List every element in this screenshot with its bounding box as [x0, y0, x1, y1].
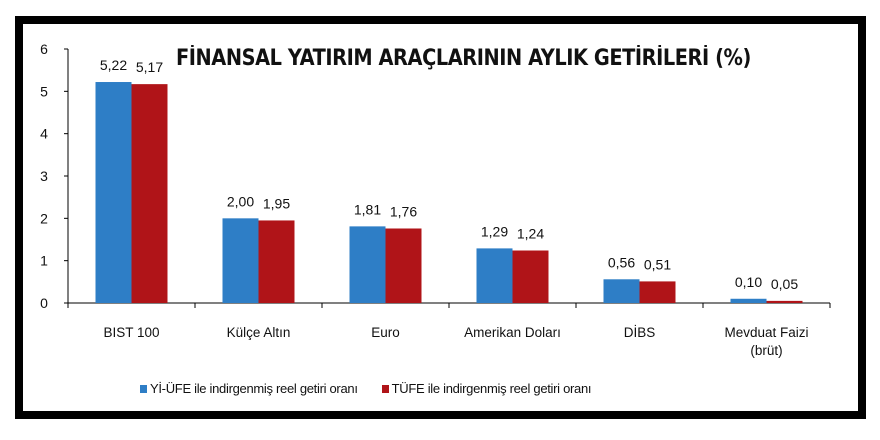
y-tick-label: 5 — [40, 83, 48, 99]
category-label: Amerikan Doları — [464, 325, 561, 340]
y-tick-label: 1 — [40, 253, 48, 269]
value-label: 1,29 — [481, 223, 508, 239]
category-label: Mevduat Faizi — [724, 325, 808, 340]
bar — [766, 300, 803, 303]
bar — [258, 220, 295, 303]
value-label: 1,76 — [390, 203, 417, 219]
value-label: 1,95 — [263, 195, 290, 211]
legend-item-yi-ufe: Yİ-ÜFE ile indirgenmiş reel getiri oranı — [140, 381, 358, 396]
value-label: 0,05 — [771, 276, 798, 292]
y-tick-label: 0 — [40, 295, 48, 311]
category-label: Külçe Altın — [227, 325, 291, 340]
legend-swatch-blue — [140, 384, 147, 393]
legend: Yİ-ÜFE ile indirgenmiş reel getiri oranı… — [140, 381, 592, 396]
value-label: 5,22 — [100, 57, 127, 73]
y-tick-label: 2 — [40, 210, 48, 226]
chart-title: FİNANSAL YATIRIM ARAÇLARININ AYLIK GETİR… — [176, 46, 751, 71]
bar — [730, 298, 767, 303]
bar — [476, 248, 513, 303]
category-label: Euro — [371, 325, 400, 340]
category-label: BIST 100 — [103, 325, 159, 340]
y-tick-label: 3 — [40, 168, 48, 184]
value-label: 1,24 — [517, 226, 544, 242]
bar — [349, 226, 386, 303]
bar — [639, 281, 676, 303]
value-label: 0,51 — [644, 256, 671, 272]
bar — [385, 228, 422, 303]
value-label: 0,10 — [735, 274, 762, 290]
value-label: 5,17 — [136, 59, 163, 75]
bar — [603, 279, 640, 303]
legend-swatch-red — [381, 384, 389, 393]
bar — [222, 218, 259, 303]
value-label: 2,00 — [227, 193, 254, 209]
y-tick-label: 4 — [40, 126, 48, 142]
value-label: 0,56 — [608, 254, 635, 270]
bar — [131, 84, 168, 304]
bar — [95, 82, 132, 304]
bar — [512, 250, 549, 303]
y-tick-label: 6 — [40, 41, 48, 57]
category-label: (brüt) — [750, 343, 782, 358]
legend-label: TÜFE ile indirgenmiş reel getiri oranı — [391, 381, 592, 396]
legend-label: Yİ-ÜFE ile indirgenmiş reel getiri oranı — [150, 381, 358, 396]
value-label: 1,81 — [354, 201, 381, 217]
category-label: DİBS — [624, 325, 656, 340]
legend-item-tufe: TÜFE ile indirgenmiş reel getiri oranı — [381, 381, 592, 396]
